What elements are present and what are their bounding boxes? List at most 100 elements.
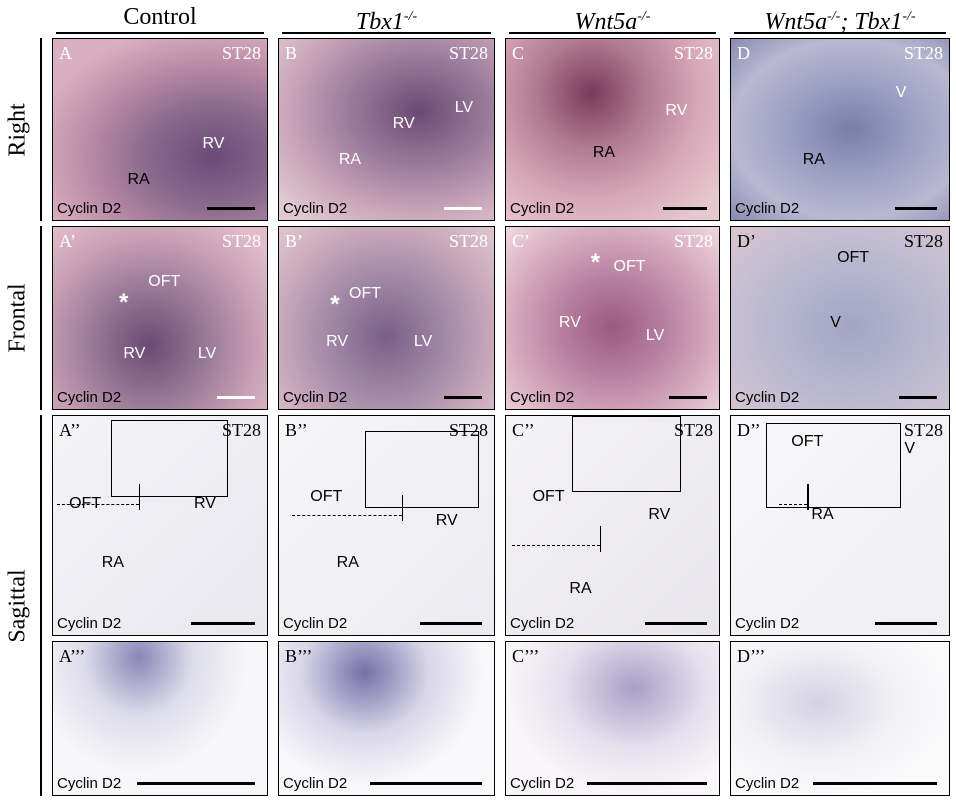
header-text: Tbx1 <box>355 9 404 35</box>
panel-letter: D’ <box>737 231 756 251</box>
panel-letter: B’’’ <box>285 646 313 666</box>
caption: Cyclin D2 <box>735 775 800 792</box>
image-panel: B’ ST28 Cyclin D2 OFT RV LV * <box>278 226 495 410</box>
panel-letter: D’’ <box>737 420 761 440</box>
scale-bar <box>207 207 255 210</box>
row-label: Sagittal <box>0 415 36 796</box>
caption: Cyclin D2 <box>283 615 348 632</box>
caption: Cyclin D2 <box>57 615 122 632</box>
structure-label: V <box>895 84 907 102</box>
structure-label: LV <box>413 332 433 350</box>
header-text: Wnt5a <box>574 9 638 35</box>
scale-bar <box>669 396 707 399</box>
stage-label: ST28 <box>448 43 488 63</box>
structure-label: RV <box>326 332 349 350</box>
stage-label: ST28 <box>673 420 713 440</box>
row-label-text: Frontal <box>4 283 31 353</box>
image-panel: A ST28 Cyclin D2 RV RA <box>52 38 268 221</box>
caption: Cyclin D2 <box>735 389 800 406</box>
image-panel: D’’’ Cyclin D2 <box>730 641 950 796</box>
measure-arrow <box>512 545 600 547</box>
scale-bar <box>875 622 937 625</box>
panel-letter: C <box>512 43 525 63</box>
structure-label: RV <box>202 134 225 152</box>
row-label-text: Sagittal <box>4 568 31 643</box>
panel-letter: B <box>285 43 298 63</box>
structure-label: * <box>330 291 340 319</box>
measure-tick <box>807 483 809 511</box>
caption: Cyclin D2 <box>283 200 348 217</box>
image-panel: A’’ ST28 Cyclin D2 OFT RV RA <box>52 415 268 636</box>
stage-label: ST28 <box>221 231 261 251</box>
image-panel: A’ ST28 Cyclin D2 OFT RV LV * <box>52 226 268 410</box>
image-panel: B ST28 Cyclin D2 RV LV RA <box>278 38 495 221</box>
structure-label: OFT <box>69 494 102 512</box>
inset-box <box>572 416 681 493</box>
caption: Cyclin D2 <box>57 389 122 406</box>
caption: Cyclin D2 <box>57 775 122 792</box>
scale-bar <box>217 396 255 399</box>
header-text: ; Tbx1 <box>840 9 903 35</box>
column-header: Tbx1-/- <box>282 2 491 35</box>
row-label: Right <box>0 38 36 221</box>
measure-arrow <box>57 503 139 505</box>
panel-letter: D’’’ <box>737 646 766 666</box>
structure-label: OFT <box>837 248 870 266</box>
image-panel: C ST28 Cyclin D2 RV RA <box>505 38 720 221</box>
measure-tick <box>401 494 404 522</box>
scale-bar <box>899 396 937 399</box>
caption: Cyclin D2 <box>510 775 575 792</box>
caption: Cyclin D2 <box>510 200 575 217</box>
panel-letter: C’ <box>512 231 530 251</box>
measure-tick <box>599 525 602 552</box>
row-bracket <box>40 226 42 410</box>
panel-letter: A’’’ <box>59 646 86 666</box>
measure-arrow <box>778 503 808 505</box>
structure-label: LV <box>197 345 217 363</box>
row-label-text: Right <box>4 102 31 157</box>
stage-label: ST28 <box>448 231 488 251</box>
stage-label: ST28 <box>903 231 943 251</box>
structure-label: RV <box>193 494 216 512</box>
stage-label: ST28 <box>903 43 943 63</box>
inset-box <box>365 431 479 508</box>
structure-label: * <box>118 289 129 317</box>
measure-tick <box>138 483 141 511</box>
inset-box <box>110 420 229 497</box>
structure-label: RA <box>569 580 592 597</box>
scale-bar <box>813 782 937 785</box>
caption: Cyclin D2 <box>735 200 800 217</box>
column-header: Control <box>56 2 264 34</box>
image-panel: C’ ST28 Cyclin D2 OFT RV LV * <box>505 226 720 410</box>
header-superscript: -/- <box>403 9 418 24</box>
scale-bar <box>663 207 707 210</box>
structure-label: RA <box>338 151 362 169</box>
structure-label: V <box>904 439 916 457</box>
header-text: Wnt5a <box>764 9 828 35</box>
scale-bar <box>191 622 255 625</box>
panel-letter: A’’ <box>59 420 81 440</box>
stage-label: ST28 <box>673 231 713 251</box>
image-panel: D ST28 Cyclin D2 V RA <box>730 38 950 221</box>
image-panel: D’’ ST28 Cyclin D2 OFT V RA <box>730 415 950 636</box>
caption: Cyclin D2 <box>283 775 348 792</box>
structure-label: OFT <box>532 488 565 506</box>
image-panel: B’’ ST28 Cyclin D2 OFT RV RA <box>278 415 495 636</box>
structure-label: RA <box>802 151 825 169</box>
image-panel: A’’’ Cyclin D2 <box>52 641 268 796</box>
scale-bar <box>370 782 482 785</box>
scale-bar <box>444 207 482 210</box>
scale-bar <box>895 207 937 210</box>
panel-letter: A <box>59 43 72 63</box>
structure-label: RA <box>811 505 834 523</box>
header-superscript: -/- <box>827 9 841 24</box>
header-text: Control <box>123 4 197 30</box>
structure-label: RA <box>336 553 359 571</box>
scale-bar <box>420 622 482 625</box>
structure-label: OFT <box>349 285 381 303</box>
image-panel: C’’’ Cyclin D2 <box>505 641 720 796</box>
image-panel: B’’’ Cyclin D2 <box>278 641 495 796</box>
structure-label: RV <box>435 512 458 530</box>
header-superscript: -/- <box>902 9 916 24</box>
